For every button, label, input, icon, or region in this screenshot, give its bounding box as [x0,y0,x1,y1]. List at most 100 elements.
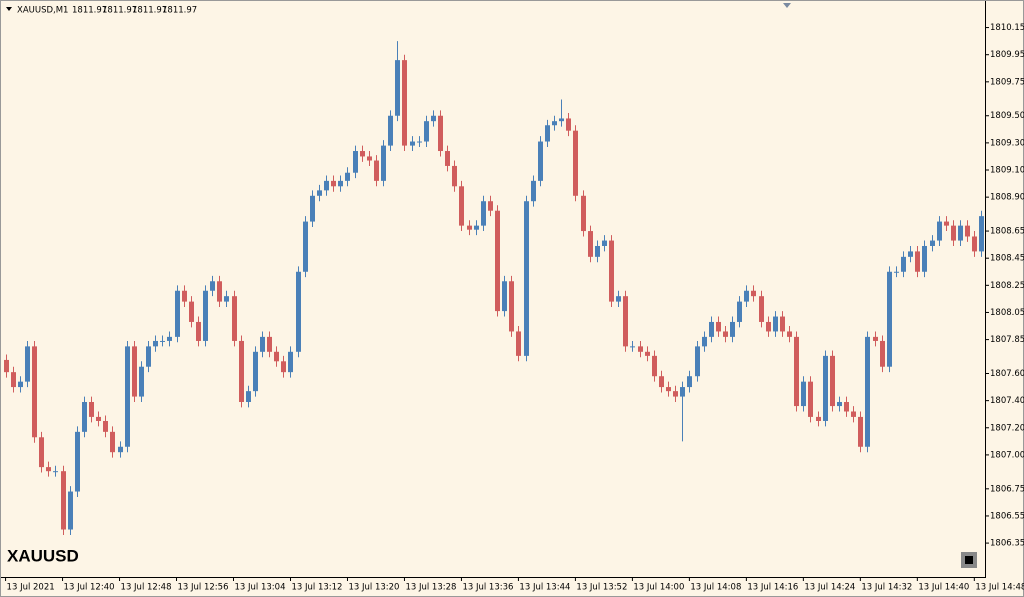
candle-body [937,221,942,241]
candle-body [367,156,372,161]
y-tick-label: 1807.85 [990,335,1024,345]
x-tick-label: 13 Jul 2021 [7,583,55,593]
candle-body [602,240,607,246]
candle-body [837,401,842,407]
candle-body [716,321,721,332]
candle-body [616,296,621,302]
candle-body [11,372,16,388]
candle-body [623,296,628,347]
candle-body [552,121,557,126]
candle-body [545,125,550,142]
y-tick-label: 1807.00 [990,450,1024,460]
candle-body [979,216,984,252]
candle-body [96,416,101,421]
candle-body [573,130,578,196]
candle-body [816,416,821,421]
candle-body [182,290,187,302]
candle-body [801,381,806,407]
candle-body [388,115,393,146]
candle-body [659,376,664,388]
candle-body [75,431,80,492]
y-tick-label: 1806.75 [990,484,1024,494]
candle-body [431,115,436,122]
y-tick-label: 1807.20 [990,423,1024,433]
candle-body [858,416,863,447]
y-tick-label: 1810.15 [990,23,1024,33]
candle-body [474,225,479,230]
candle-body [110,431,115,453]
candle-body [217,281,222,302]
candle-body [773,316,778,332]
header-price: 1811.97 [132,6,167,16]
candle-body [288,351,293,373]
y-tick-label: 1808.05 [990,308,1024,318]
candle-body [267,336,272,352]
candle-body [595,245,600,257]
candle-body [495,210,500,312]
candle-body [830,355,835,407]
candle-body [972,236,977,252]
candle-body [766,321,771,332]
candle-body [167,336,172,341]
candle-body [303,221,308,272]
candle-body [324,180,329,191]
candle-body [516,331,521,356]
candle-body [687,376,692,388]
candle-body [894,271,899,273]
candle-body [317,190,322,196]
candle-body [210,281,215,291]
y-tick-label: 1807.60 [990,369,1024,379]
candle-body [524,201,529,356]
candle-body [160,340,165,342]
candle-body [274,351,279,362]
y-tick-label: 1808.90 [990,193,1024,203]
candle-body [445,151,450,166]
candle-body [239,340,244,402]
candle-body [82,401,87,432]
candle-body [353,151,358,173]
candle-body [944,221,949,226]
candle-body [481,201,486,226]
candle-body [438,115,443,152]
candle-body [723,331,728,337]
candle-body [32,346,37,438]
candle-body [865,336,870,447]
candle-body [281,361,286,373]
candle-body [395,60,400,116]
x-tick-label: 13 Jul 14:00 [633,583,684,593]
candle-body [844,401,849,412]
candle-body [958,225,963,241]
y-tick-label: 1806.55 [990,511,1024,521]
candle-body [4,359,9,373]
candle-body [666,387,671,392]
x-tick-label: 13 Jul 13:20 [348,583,399,593]
candle-body [502,281,507,312]
candle-body [759,296,764,322]
candle-body [189,301,194,322]
x-tick-label: 13 Jul 13:04 [235,583,286,593]
candle-body [46,467,51,472]
candle-body [566,118,571,131]
candle-body [730,321,735,337]
x-tick-label: 13 Jul 14:48 [975,583,1024,593]
candle-body [402,60,407,146]
x-tick-label: 13 Jul 14:08 [690,583,741,593]
candle-body [125,346,130,447]
y-tick-label: 1808.65 [990,227,1024,237]
menu-arrow[interactable] [6,7,12,11]
header-price: 1811.97 [102,6,137,16]
candle-body [808,381,813,417]
candle-body [780,316,785,332]
candle-body [296,271,301,352]
candle-body [901,256,906,272]
candle-body [488,201,493,211]
candle-body [880,340,885,367]
candle-body [18,381,23,388]
candle-body [695,346,700,377]
candle-body [581,195,586,232]
candle-body [246,391,251,402]
candle-body [645,351,650,356]
x-tick-label: 13 Jul 14:40 [918,583,969,593]
candle-body [260,336,265,352]
